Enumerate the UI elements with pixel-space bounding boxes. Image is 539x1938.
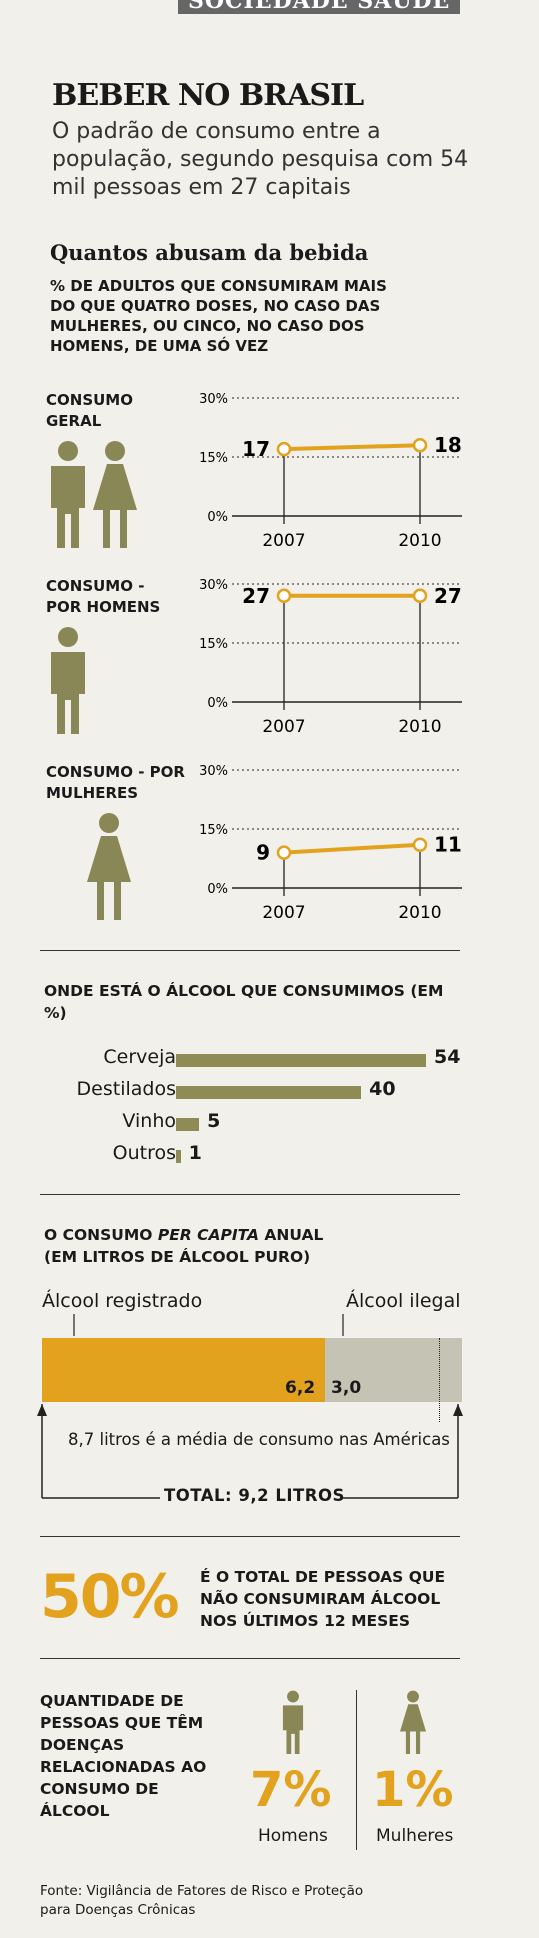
chart1-title: CONSUMO GERAL <box>46 391 133 430</box>
label-pointer-lines <box>73 1314 344 1336</box>
data-point <box>412 437 428 453</box>
data-point <box>412 837 428 852</box>
bar-category-label: Vinho <box>122 1110 176 1132</box>
y-tick-label: 30% <box>200 764 228 779</box>
bar-row: Cerveja 54 <box>60 1046 480 1074</box>
data-point <box>276 845 292 860</box>
illegal-value-label: 3,0 <box>331 1378 362 1398</box>
bar-category-label: Outros <box>112 1142 176 1164</box>
chart3-title: CONSUMO - POR MULHERES <box>46 763 185 802</box>
man-icon <box>51 627 85 734</box>
section3-heading-suffix: ANUAL <box>259 1226 324 1244</box>
x-tick-label: 2007 <box>262 531 305 551</box>
bar-row: Outros 1 <box>60 1142 480 1170</box>
men-percent: 7% <box>250 1762 332 1818</box>
x-tick-label: 2007 <box>262 717 305 737</box>
line-chart-geral: 0% 15% 30% 2007 2010 17 18 <box>200 392 462 551</box>
bar <box>176 1086 362 1099</box>
man-icon <box>51 441 85 548</box>
per-capita-stacked-bar: 6,2 3,0 <box>42 1338 462 1422</box>
bar-value-label: 54 <box>434 1046 461 1068</box>
divider <box>40 950 460 951</box>
line-chart-mulheres: 0% 15% 30% 2007 2010 9 11 <box>200 764 462 923</box>
x-tick-label: 2010 <box>398 531 441 551</box>
section3-heading-italic: PER CAPITA <box>157 1226 259 1244</box>
y-tick-label: 30% <box>200 392 228 407</box>
bar-category-label: Destilados <box>76 1078 176 1100</box>
divider <box>40 1536 460 1537</box>
americas-reference-line <box>439 1338 441 1422</box>
section5-heading: QUANTIDADE DE PESSOAS QUE TÊM DOENÇAS RE… <box>40 1692 207 1820</box>
page-subtitle: O padrão de consumo entre a população, s… <box>52 119 469 200</box>
woman-icon <box>93 441 137 548</box>
series-line <box>283 443 421 452</box>
y-tick-label: 30% <box>200 578 228 593</box>
section1-heading: Quantos abusam da bebida <box>50 240 369 265</box>
bar <box>176 1118 200 1131</box>
alcohol-source-bar-chart: Cerveja 54 Destilados 40 Vinho 5 Outros 1 <box>60 1046 480 1176</box>
y-tick-label: 0% <box>207 696 228 711</box>
column-divider <box>356 1690 357 1850</box>
bar-value-label: 5 <box>207 1110 221 1132</box>
bar-category-label: Cerveja <box>103 1046 176 1068</box>
illegal-label: Álcool ilegal <box>346 1290 461 1312</box>
y-tick-label: 0% <box>207 882 228 897</box>
registered-label: Álcool registrado <box>42 1290 203 1312</box>
total-label: TOTAL: 9,2 LITROS <box>164 1486 345 1505</box>
women-label: Mulheres <box>376 1826 454 1846</box>
divider <box>40 1194 460 1195</box>
x-tick-label: 2010 <box>398 903 441 923</box>
women-percent: 1% <box>372 1762 454 1818</box>
bar <box>176 1054 426 1067</box>
bar-value-label: 40 <box>369 1078 396 1100</box>
x-tick-label: 2007 <box>262 903 305 923</box>
data-label: 27 <box>242 584 270 608</box>
divider <box>40 1658 460 1659</box>
data-label: 18 <box>434 433 462 457</box>
data-label: 11 <box>434 833 462 857</box>
total-bracket <box>37 1404 463 1499</box>
page-title: BEBER NO BRASIL <box>52 78 364 113</box>
section-header-fragment: SOCIEDADE SAÚDE <box>178 0 461 14</box>
chart2-title: CONSUMO - POR HOMENS <box>46 577 161 616</box>
section3-heading: O CONSUMO PER CAPITA ANUAL (EM LITROS DE… <box>44 1224 464 1268</box>
data-point <box>412 588 428 604</box>
registered-value-label: 6,2 <box>285 1378 316 1398</box>
woman-icon <box>399 1690 427 1754</box>
x-tick-label: 2010 <box>398 717 441 737</box>
y-tick-label: 0% <box>207 510 228 525</box>
data-label: 9 <box>256 841 270 865</box>
men-label: Homens <box>258 1826 328 1846</box>
data-label: 27 <box>434 584 462 608</box>
bar-row: Destilados 40 <box>60 1078 480 1106</box>
man-icon <box>282 1690 304 1754</box>
data-label: 17 <box>242 437 270 461</box>
bar-row: Vinho 5 <box>60 1110 480 1138</box>
section2-heading: ONDE ESTÁ O ÁLCOOL QUE CONSUMIMOS (EM %) <box>44 982 444 1022</box>
section3-heading-line2: (EM LITROS DE ÁLCOOL PURO) <box>44 1248 311 1266</box>
section4-text: É O TOTAL DE PESSOAS QUE NÃO CONSUMIRAM … <box>200 1568 446 1630</box>
line-chart-homens: 0% 15% 30% 2007 2010 27 27 <box>200 578 462 737</box>
data-point <box>276 441 292 457</box>
woman-icon <box>87 813 131 920</box>
bar-illegal-alcohol <box>325 1338 462 1402</box>
y-tick-label: 15% <box>200 637 228 652</box>
series-line <box>283 842 421 855</box>
y-tick-label: 15% <box>200 451 228 466</box>
bar-value-label: 1 <box>188 1142 202 1164</box>
section3-heading-prefix: O CONSUMO <box>44 1226 158 1244</box>
americas-note: 8,7 litros é a média de consumo nas Amér… <box>68 1430 450 1449</box>
big-percent: 50% <box>40 1562 180 1632</box>
bar <box>176 1150 181 1163</box>
bar-registered-alcohol <box>42 1338 326 1402</box>
section1-description: % DE ADULTOS QUE CONSUMIRAM MAIS DO QUE … <box>50 277 387 355</box>
y-tick-label: 15% <box>200 823 228 838</box>
data-point <box>276 588 292 604</box>
source-note: Fonte: Vigilância de Fatores de Risco e … <box>40 1883 364 1918</box>
